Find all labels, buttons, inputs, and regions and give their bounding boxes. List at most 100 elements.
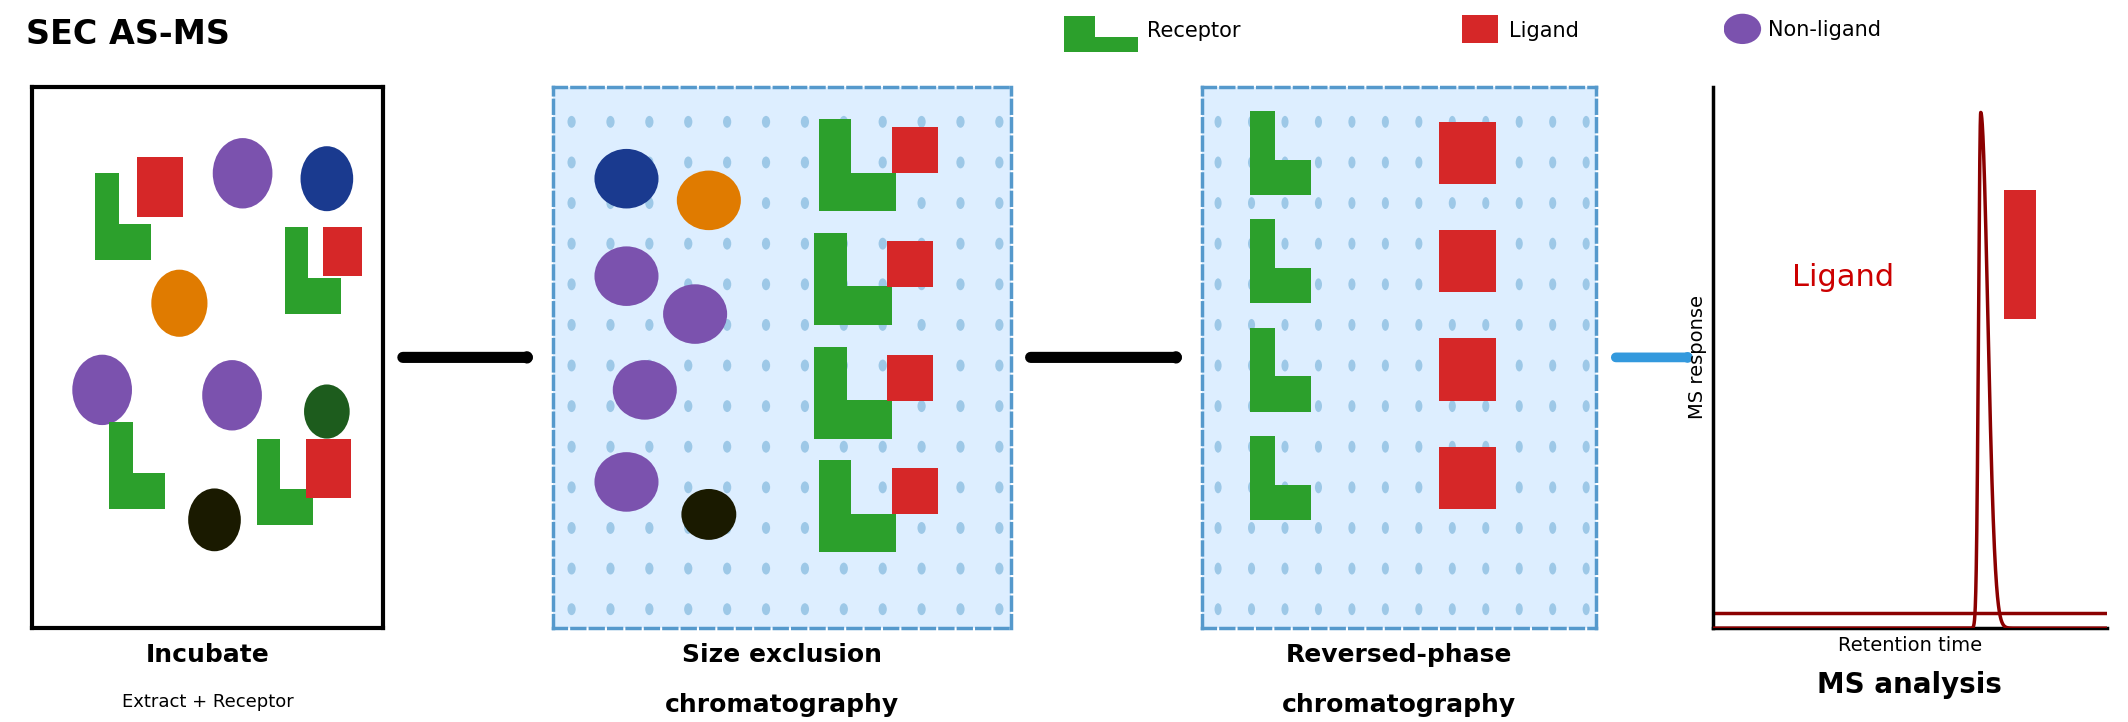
Ellipse shape: [683, 116, 692, 128]
Bar: [815, 400, 892, 438]
Bar: [109, 422, 132, 509]
Ellipse shape: [1415, 278, 1422, 290]
Bar: [887, 355, 932, 401]
Ellipse shape: [1515, 197, 1524, 209]
Ellipse shape: [1349, 562, 1356, 575]
Ellipse shape: [1281, 400, 1290, 412]
Ellipse shape: [1349, 319, 1356, 331]
Ellipse shape: [683, 562, 692, 575]
Ellipse shape: [1349, 440, 1356, 453]
Bar: [96, 224, 151, 260]
Ellipse shape: [762, 482, 770, 493]
Ellipse shape: [1315, 440, 1321, 453]
Ellipse shape: [213, 138, 272, 209]
Ellipse shape: [800, 360, 809, 371]
Ellipse shape: [1247, 319, 1256, 331]
Ellipse shape: [955, 522, 964, 534]
Ellipse shape: [1381, 116, 1390, 128]
Ellipse shape: [645, 562, 653, 575]
Ellipse shape: [1281, 440, 1290, 453]
Ellipse shape: [1549, 157, 1556, 168]
Ellipse shape: [683, 278, 692, 290]
Ellipse shape: [996, 197, 1004, 209]
Ellipse shape: [724, 400, 732, 412]
Ellipse shape: [1215, 360, 1221, 371]
Ellipse shape: [1583, 562, 1590, 575]
Ellipse shape: [1381, 197, 1390, 209]
Ellipse shape: [917, 360, 926, 371]
Ellipse shape: [72, 355, 132, 425]
Ellipse shape: [879, 319, 887, 331]
Ellipse shape: [955, 440, 964, 453]
Ellipse shape: [1381, 319, 1390, 331]
Ellipse shape: [1583, 238, 1590, 250]
Ellipse shape: [606, 197, 615, 209]
Ellipse shape: [606, 238, 615, 250]
Ellipse shape: [841, 319, 847, 331]
Ellipse shape: [996, 440, 1004, 453]
Ellipse shape: [1281, 116, 1290, 128]
Ellipse shape: [1349, 360, 1356, 371]
Ellipse shape: [645, 238, 653, 250]
Ellipse shape: [1381, 157, 1390, 168]
Ellipse shape: [1315, 278, 1321, 290]
Ellipse shape: [645, 482, 653, 493]
Bar: [1249, 376, 1311, 412]
Ellipse shape: [1515, 562, 1524, 575]
Y-axis label: MS response: MS response: [1688, 295, 1707, 419]
Bar: [1439, 122, 1496, 184]
Bar: [136, 157, 183, 217]
Ellipse shape: [568, 440, 577, 453]
Ellipse shape: [645, 400, 653, 412]
Ellipse shape: [1583, 400, 1590, 412]
Ellipse shape: [1449, 197, 1456, 209]
Ellipse shape: [594, 149, 658, 209]
Ellipse shape: [645, 319, 653, 331]
Ellipse shape: [996, 157, 1004, 168]
Ellipse shape: [1449, 238, 1456, 250]
Ellipse shape: [1483, 278, 1490, 290]
Ellipse shape: [1381, 400, 1390, 412]
Ellipse shape: [762, 562, 770, 575]
Ellipse shape: [1515, 482, 1524, 493]
Ellipse shape: [1381, 562, 1390, 575]
Ellipse shape: [1449, 482, 1456, 493]
Ellipse shape: [606, 360, 615, 371]
Ellipse shape: [568, 319, 577, 331]
Ellipse shape: [187, 488, 240, 552]
Ellipse shape: [568, 238, 577, 250]
Ellipse shape: [996, 238, 1004, 250]
Ellipse shape: [1215, 157, 1221, 168]
Ellipse shape: [996, 604, 1004, 615]
Ellipse shape: [800, 157, 809, 168]
Bar: [1249, 111, 1275, 195]
Ellipse shape: [1215, 400, 1221, 412]
Bar: [892, 469, 938, 514]
Bar: [819, 119, 851, 211]
Ellipse shape: [955, 157, 964, 168]
Ellipse shape: [841, 482, 847, 493]
Ellipse shape: [1281, 278, 1290, 290]
Ellipse shape: [1515, 116, 1524, 128]
Ellipse shape: [1215, 482, 1221, 493]
Ellipse shape: [917, 197, 926, 209]
Ellipse shape: [1281, 562, 1290, 575]
Bar: [1064, 16, 1096, 51]
Bar: [323, 227, 362, 276]
Ellipse shape: [917, 278, 926, 290]
Ellipse shape: [1215, 238, 1221, 250]
Ellipse shape: [645, 360, 653, 371]
Ellipse shape: [841, 238, 847, 250]
Ellipse shape: [1449, 522, 1456, 534]
Ellipse shape: [996, 116, 1004, 128]
Ellipse shape: [1415, 440, 1422, 453]
Bar: [285, 227, 309, 314]
Ellipse shape: [1549, 238, 1556, 250]
Ellipse shape: [762, 197, 770, 209]
Ellipse shape: [1415, 238, 1422, 250]
Ellipse shape: [762, 319, 770, 331]
Ellipse shape: [841, 278, 847, 290]
Ellipse shape: [1483, 482, 1490, 493]
Ellipse shape: [1483, 604, 1490, 615]
Bar: [892, 127, 938, 173]
